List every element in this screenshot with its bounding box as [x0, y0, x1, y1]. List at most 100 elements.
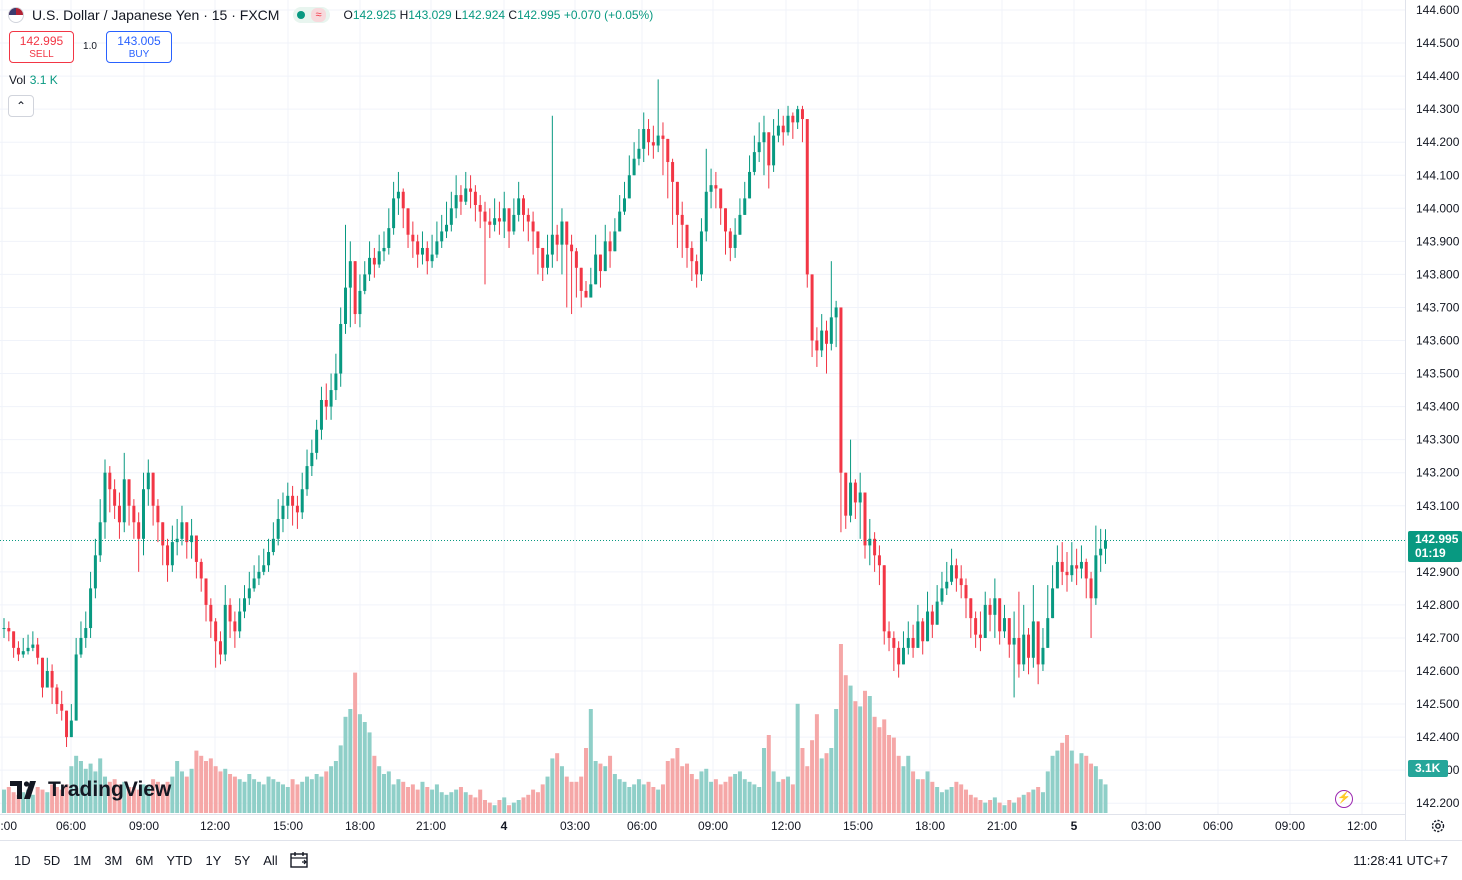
volume-bar [98, 758, 103, 813]
range-5y[interactable]: 5Y [234, 853, 251, 868]
volume-bar [641, 784, 646, 813]
y-tick-label: 142.200 [1416, 796, 1460, 810]
candle-body [363, 274, 367, 291]
volume-bar [1065, 735, 1070, 813]
volume-bar [449, 792, 454, 813]
volume-bar [1098, 779, 1103, 813]
buy-button[interactable]: 143.005 BUY [106, 31, 172, 63]
volume-bar [920, 779, 925, 813]
gear-icon[interactable] [1430, 818, 1446, 834]
range-3m[interactable]: 3M [104, 853, 123, 868]
y-tick-label: 144.200 [1416, 135, 1460, 149]
volume-bar [6, 787, 11, 813]
collapse-legend-button[interactable]: ⌃ [8, 95, 34, 117]
price-axis[interactable]: 144.600 144.500 144.400 144.300 144.200 144.1… [1416, 3, 1460, 810]
candle-body [137, 522, 141, 539]
calendar-icon[interactable] [290, 851, 310, 869]
lightning-icon[interactable]: ⚡ [1335, 790, 1353, 808]
volume-bar [1045, 771, 1050, 813]
candle-body [897, 647, 901, 665]
volume-bar [483, 800, 487, 813]
volume-bar [944, 789, 949, 813]
y-tick-label: 143.100 [1416, 499, 1460, 513]
y-tick-label: 143.900 [1416, 234, 1460, 248]
volume-bar [545, 776, 550, 813]
volume-bar [300, 781, 305, 813]
candle-body [719, 188, 723, 209]
symbol-title[interactable]: U.S. Dollar / Japanese Yen · 15 · FXCM [32, 7, 280, 23]
candle-body [901, 647, 905, 665]
volume-bar [194, 750, 199, 813]
volume-bar [699, 771, 704, 813]
volume-bar [88, 763, 93, 813]
candle-body [194, 535, 198, 562]
range-ytd[interactable]: YTD [166, 853, 193, 868]
volume-bar [742, 779, 747, 813]
range-1d[interactable]: 1D [14, 853, 31, 868]
volume-bar [535, 792, 540, 813]
candle-body [589, 284, 593, 298]
low-value: 142.924 [461, 8, 506, 22]
volume-bar [64, 784, 69, 813]
sell-button[interactable]: 142.995 SELL [9, 31, 74, 63]
volume-bar [660, 784, 665, 813]
volume-bar [680, 766, 685, 813]
market-status-pill[interactable]: ≈ [293, 7, 330, 23]
volume-legend[interactable]: Vol 3.1 K [9, 73, 58, 87]
candle-body [1041, 647, 1045, 665]
candle-body [849, 482, 853, 516]
y-tick-label: 143.300 [1416, 433, 1460, 447]
candle-body [281, 505, 285, 519]
candle-body [868, 538, 872, 546]
volume-label: Vol [9, 73, 26, 87]
volume-bar [709, 781, 714, 813]
clock[interactable]: 11:28:41 UTC+7 [1353, 853, 1448, 868]
candle-body [21, 651, 25, 655]
volume-bar [588, 709, 593, 813]
candle-body [454, 195, 458, 209]
volume-bar [30, 794, 35, 813]
volume-bar [242, 781, 247, 813]
candle-body [228, 604, 232, 622]
time-axis[interactable]: 00:00 06:00 09:00 12:00 15:00 18:00 21:00 4 03:0… [0, 819, 1377, 833]
candle-body [858, 492, 862, 503]
candle-body [526, 214, 530, 222]
candle-body [873, 538, 877, 556]
candle-body [1002, 618, 1006, 632]
x-tick-label: 09:00 [1275, 819, 1305, 833]
volume-bar [675, 748, 680, 813]
volume-bar [694, 779, 699, 813]
candle-body [420, 247, 424, 255]
candle-body [190, 535, 194, 543]
candle-body [988, 604, 992, 615]
volume-bar [646, 781, 651, 813]
candle-body [1060, 561, 1064, 572]
candle-body [695, 261, 699, 275]
candle-body [594, 254, 598, 285]
volume-bar [810, 740, 815, 813]
volume-bar [935, 787, 940, 813]
range-1y[interactable]: 1Y [205, 853, 222, 868]
candle-body [247, 588, 251, 599]
volume-bar [348, 709, 353, 813]
candle-body [435, 241, 439, 255]
volume-bar [992, 797, 997, 813]
range-6m[interactable]: 6M [135, 853, 154, 868]
price-chart[interactable]: 144.600 144.500 144.400 144.300 144.200 144.1… [0, 0, 1462, 840]
candle-body [839, 307, 843, 473]
volume-bar [1060, 742, 1065, 813]
volume-bar [276, 781, 281, 813]
volume-bar [50, 784, 55, 813]
tradingview-logo[interactable]: TradingView [10, 778, 171, 802]
candle-body [69, 720, 73, 738]
range-all[interactable]: All [263, 853, 278, 868]
volume-bar [127, 787, 132, 813]
volume-bar [410, 784, 415, 813]
volume-bar [11, 792, 16, 813]
volume-bar [141, 784, 146, 813]
date-range-selector: 1D 5D 1M 3M 6M YTD 1Y 5Y All [14, 853, 291, 868]
volume-bar [2, 789, 6, 813]
range-1m[interactable]: 1M [73, 853, 92, 868]
range-5d[interactable]: 5D [43, 853, 61, 868]
volume-bar [213, 766, 218, 813]
